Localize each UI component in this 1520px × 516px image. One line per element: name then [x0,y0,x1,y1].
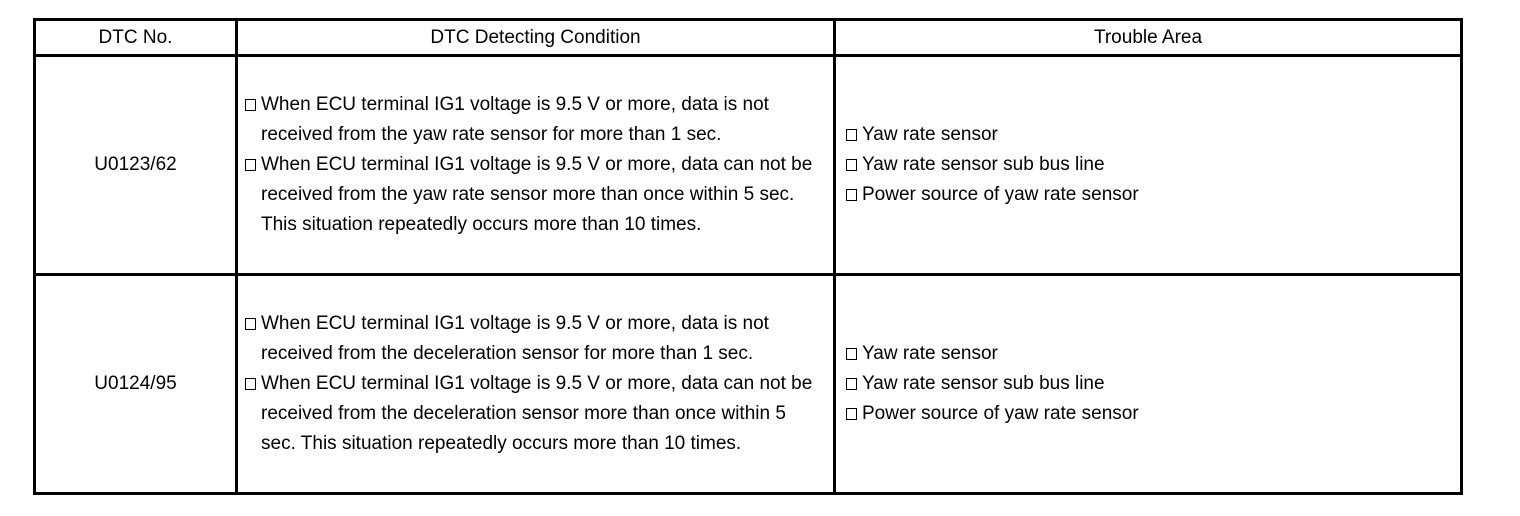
detecting-condition-cell: When ECU terminal IG1 voltage is 9.5 V o… [235,273,836,495]
column-header-detecting-condition: DTC Detecting Condition [235,18,836,57]
trouble-area-text: Yaw rate sensor sub bus line [862,373,1105,394]
table-row-u0123-62: U0123/62 When ECU terminal IG1 voltage i… [33,54,1463,276]
square-bullet-icon [846,348,857,360]
dtc-no-cell: U0124/95 [33,273,238,495]
square-bullet-icon [846,159,857,171]
condition-text: When ECU terminal IG1 voltage is 9.5 V o… [261,373,813,454]
condition-item: When ECU terminal IG1 voltage is 9.5 V o… [245,150,825,240]
square-bullet-icon [846,408,857,420]
trouble-area-item: Power source of yaw rate sensor [846,399,1452,429]
trouble-area-text: Yaw rate sensor [862,343,998,364]
trouble-area-item: Yaw rate sensor [846,339,1452,369]
trouble-area-text: Yaw rate sensor sub bus line [862,154,1105,175]
trouble-area-text: Yaw rate sensor [862,124,998,145]
trouble-area-text: Power source of yaw rate sensor [862,184,1139,205]
condition-item: When ECU terminal IG1 voltage is 9.5 V o… [245,369,825,459]
trouble-area-list: Yaw rate sensor Yaw rate sensor sub bus … [846,339,1452,429]
column-header-trouble-area: Trouble Area [833,18,1463,57]
trouble-area-cell: Yaw rate sensor Yaw rate sensor sub bus … [833,273,1463,495]
square-bullet-icon [846,378,857,390]
square-bullet-icon [245,378,256,390]
trouble-area-item: Yaw rate sensor [846,120,1452,150]
square-bullet-icon [245,318,256,330]
condition-text: When ECU terminal IG1 voltage is 9.5 V o… [261,313,769,364]
condition-item: When ECU terminal IG1 voltage is 9.5 V o… [245,90,825,150]
condition-text: When ECU terminal IG1 voltage is 9.5 V o… [261,154,813,235]
square-bullet-icon [846,129,857,141]
dtc-table: DTC No. DTC Detecting Condition Trouble … [33,18,1463,495]
trouble-area-cell: Yaw rate sensor Yaw rate sensor sub bus … [833,54,1463,276]
trouble-area-item: Yaw rate sensor sub bus line [846,369,1452,399]
table-header-row: DTC No. DTC Detecting Condition Trouble … [33,18,1463,57]
condition-list: When ECU terminal IG1 voltage is 9.5 V o… [245,309,825,459]
condition-item: When ECU terminal IG1 voltage is 9.5 V o… [245,309,825,369]
trouble-area-text: Power source of yaw rate sensor [862,403,1139,424]
square-bullet-icon [846,189,857,201]
trouble-area-item: Yaw rate sensor sub bus line [846,150,1452,180]
trouble-area-list: Yaw rate sensor Yaw rate sensor sub bus … [846,120,1452,210]
table-row-u0124-95: U0124/95 When ECU terminal IG1 voltage i… [33,273,1463,495]
condition-text: When ECU terminal IG1 voltage is 9.5 V o… [261,94,769,145]
detecting-condition-cell: When ECU terminal IG1 voltage is 9.5 V o… [235,54,836,276]
condition-list: When ECU terminal IG1 voltage is 9.5 V o… [245,90,825,240]
dtc-no-cell: U0123/62 [33,54,238,276]
square-bullet-icon [245,159,256,171]
column-header-dtc-no: DTC No. [33,18,238,57]
trouble-area-item: Power source of yaw rate sensor [846,180,1452,210]
square-bullet-icon [245,99,256,111]
